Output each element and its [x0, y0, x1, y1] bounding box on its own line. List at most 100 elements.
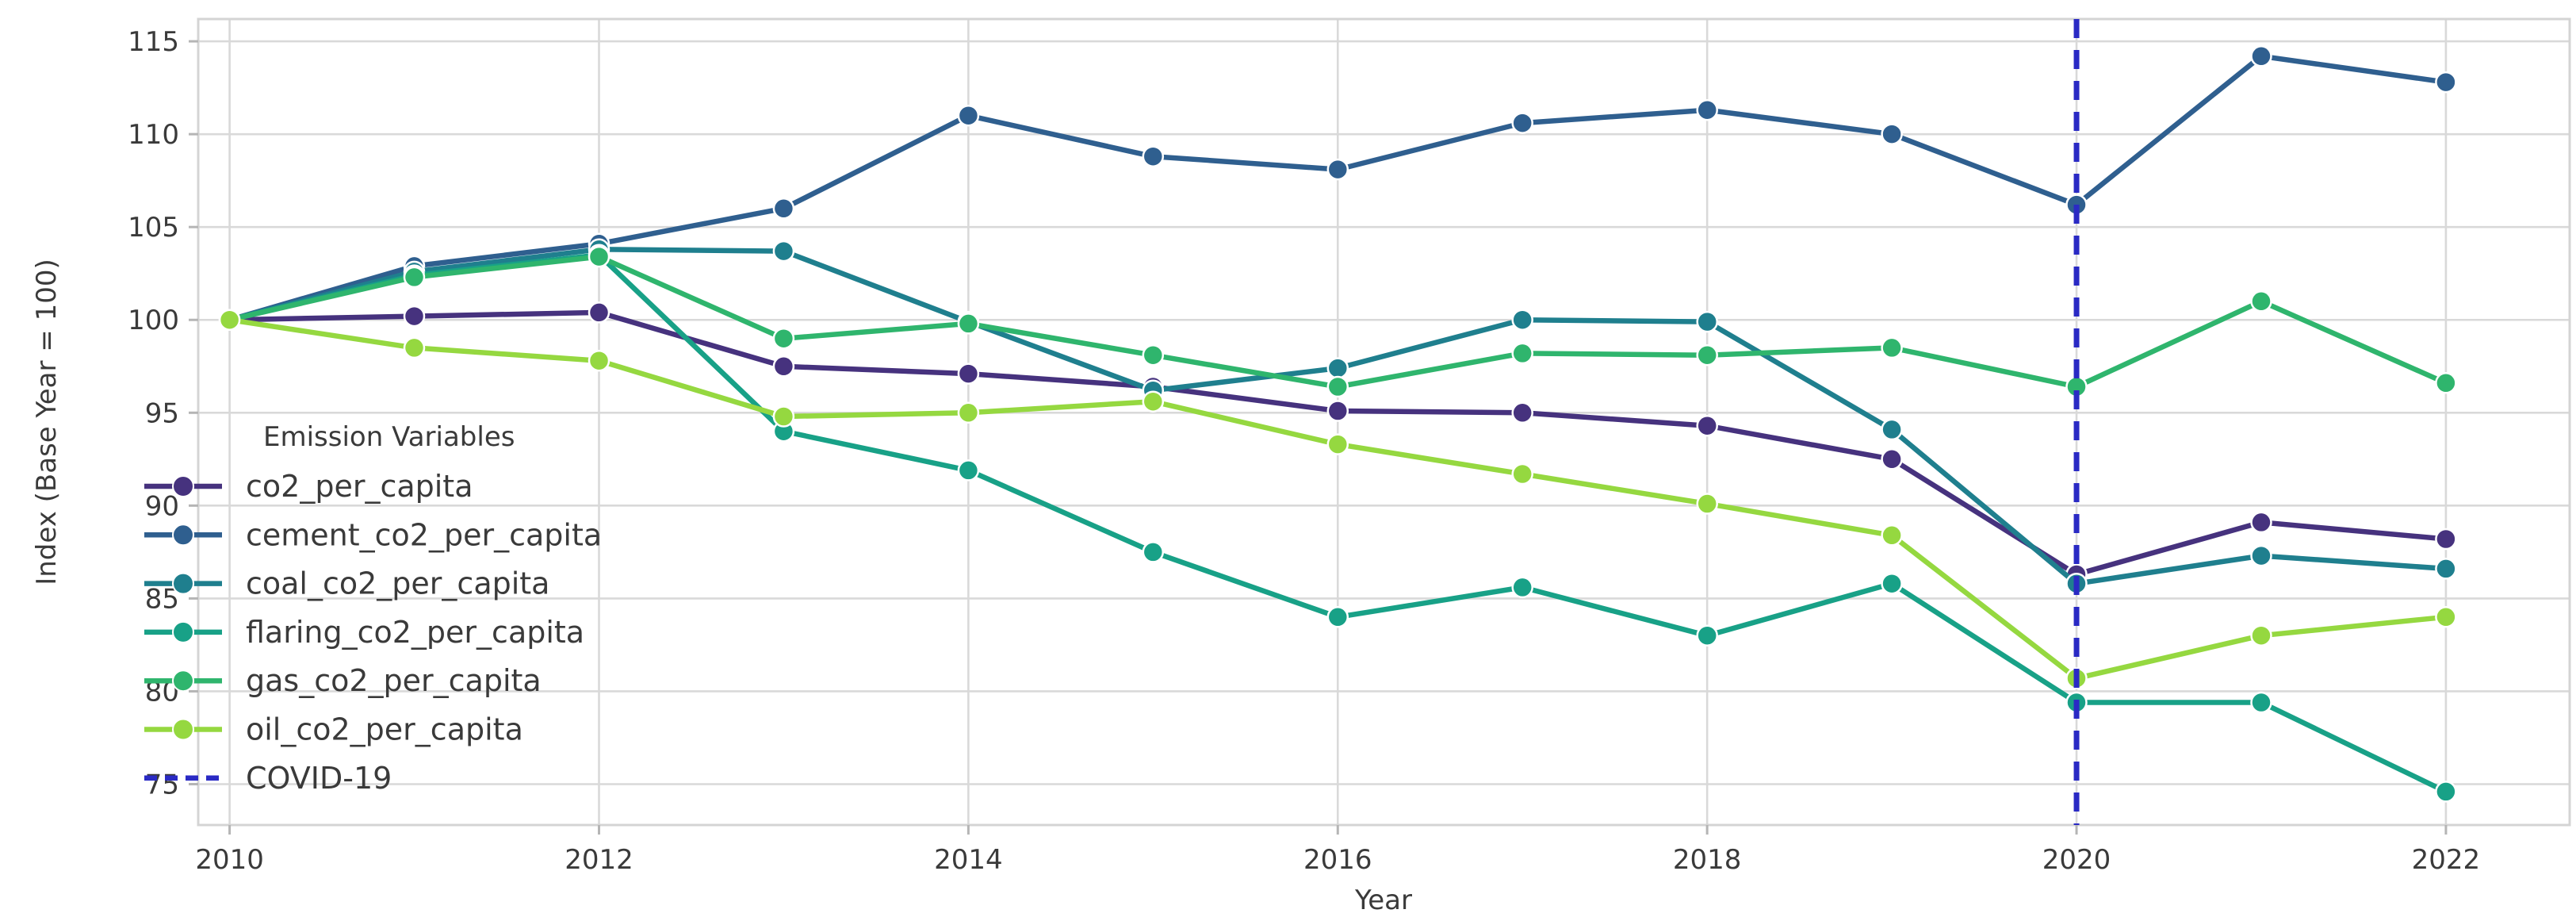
legend-item-co2-per-capita: co2_per_capita: [144, 469, 473, 504]
data-point-marker: [772, 240, 795, 263]
data-point-marker: [957, 363, 980, 385]
data-point-marker: [1696, 624, 1718, 647]
legend-label: oil_co2_per_capita: [246, 712, 523, 747]
data-point-marker: [957, 313, 980, 335]
data-point-marker: [2250, 691, 2272, 714]
data-point-marker: [2250, 544, 2272, 567]
data-point-marker: [772, 355, 795, 378]
data-point-marker: [588, 245, 611, 268]
legend-item-covid-19: COVID-19: [144, 761, 392, 796]
data-point-marker: [2435, 781, 2457, 803]
data-point-marker: [1142, 390, 1165, 413]
data-point-marker: [1511, 462, 1533, 485]
data-point-marker: [403, 305, 426, 328]
legend-label: gas_co2_per_capita: [246, 663, 542, 698]
data-point-marker: [1881, 418, 1903, 441]
legend-item-gas-co2-per-capita: gas_co2_per_capita: [144, 663, 542, 698]
legend: Emission Variables co2_per_capita cement_…: [144, 421, 602, 796]
data-point-marker: [772, 327, 795, 350]
data-point-marker: [1881, 336, 1903, 359]
data-point-marker: [403, 336, 426, 359]
legend-marker-icon: [172, 718, 194, 741]
data-point-marker: [1326, 158, 1349, 181]
y-axis-label: Index (Base Year = 100): [31, 259, 63, 585]
data-point-marker: [1511, 309, 1533, 331]
legend-item-oil-co2-per-capita: oil_co2_per_capita: [144, 712, 523, 747]
data-point-marker: [957, 401, 980, 424]
data-point-marker: [1326, 433, 1349, 455]
data-point-marker: [1142, 541, 1165, 563]
y-tick-label: 105: [128, 212, 179, 244]
data-point-marker: [1142, 145, 1165, 167]
x-tick-label: 2020: [2042, 844, 2111, 876]
data-point-marker: [2250, 290, 2272, 313]
data-point-marker: [2435, 372, 2457, 394]
plot-border: [197, 17, 2571, 827]
data-point-marker: [1326, 357, 1349, 379]
legend-item-coal-co2-per-capita: coal_co2_per_capita: [144, 566, 549, 601]
data-point-marker: [1696, 493, 1718, 515]
tick-labels: 2010 2012 2014 2016 2018 2020 2022758085909510…: [128, 26, 2480, 876]
y-tick-label: 100: [128, 305, 179, 336]
data-point-marker: [2250, 45, 2272, 67]
legend-item-flaring-co2-per-capita: flaring_co2_per_capita: [144, 615, 584, 650]
data-point-marker: [403, 266, 426, 289]
data-point-marker: [1511, 401, 1533, 424]
data-point-marker: [1696, 414, 1718, 437]
legend-title: Emission Variables: [263, 421, 515, 453]
data-point-marker: [772, 405, 795, 428]
data-point-marker: [1511, 576, 1533, 599]
data-point-marker: [2435, 528, 2457, 551]
data-point-marker: [1696, 343, 1718, 366]
data-point-marker: [772, 198, 795, 220]
y-tick-label: 90: [145, 490, 179, 522]
data-point-marker: [1511, 112, 1533, 134]
data-point-marker: [957, 104, 980, 127]
data-point-marker: [1881, 572, 1903, 595]
y-tick-label: 110: [128, 119, 179, 151]
axis-ticks: [189, 40, 2448, 835]
data-point-marker: [2250, 624, 2272, 647]
legend-item-cement-co2-per-capita: cement_co2_per_capita: [144, 517, 602, 552]
data-point-marker: [588, 349, 611, 372]
data-point-marker: [1326, 375, 1349, 398]
y-tick-label: 95: [145, 397, 179, 429]
data-point-marker: [1696, 310, 1718, 333]
data-point-marker: [218, 309, 241, 331]
data-point-marker: [2435, 71, 2457, 94]
y-tick-label: 115: [128, 26, 179, 58]
data-point-marker: [1142, 343, 1165, 366]
data-point-marker: [1881, 524, 1903, 547]
legend-marker-icon: [172, 524, 194, 547]
x-tick-label: 2012: [565, 844, 633, 876]
data-point-marker: [2435, 606, 2457, 628]
data-point-marker: [588, 301, 611, 324]
legend-label: co2_per_capita: [246, 469, 473, 504]
legend-marker-icon: [172, 572, 194, 595]
legend-label: cement_co2_per_capita: [246, 517, 602, 552]
legend-label: coal_co2_per_capita: [246, 566, 549, 601]
data-point-marker: [1881, 448, 1903, 470]
legend-marker-icon: [172, 670, 194, 693]
x-tick-label: 2010: [195, 844, 264, 876]
data-point-marker: [957, 459, 980, 482]
data-point-marker: [2250, 511, 2272, 534]
x-tick-label: 2018: [1673, 844, 1742, 876]
legend-marker-icon: [172, 620, 194, 643]
data-point-marker: [1511, 342, 1533, 365]
data-point-marker: [1696, 98, 1718, 121]
legend-marker-icon: [172, 475, 194, 497]
data-point-marker: [1326, 606, 1349, 628]
data-point-marker: [1881, 123, 1903, 145]
legend-label: COVID-19: [246, 761, 392, 796]
x-tick-label: 2014: [934, 844, 1003, 876]
x-axis-label: Year: [1354, 885, 1412, 916]
data-point-marker: [1326, 400, 1349, 422]
legend-label: flaring_co2_per_capita: [246, 615, 584, 650]
y-tick-label: 75: [145, 769, 179, 800]
x-tick-label: 2022: [2412, 844, 2481, 876]
data-point-marker: [2435, 558, 2457, 580]
x-tick-label: 2016: [1303, 844, 1372, 876]
